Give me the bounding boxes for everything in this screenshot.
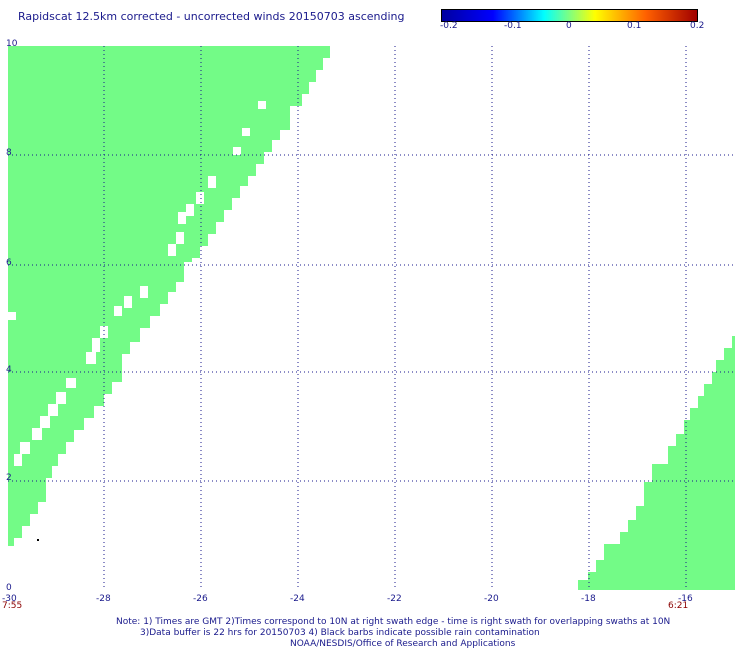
- footnote-line-3: NOAA/NESDIS/Office of Research and Appli…: [290, 639, 516, 649]
- pass-time-left: 7:55: [2, 601, 23, 611]
- x-tick-label: -26: [193, 594, 208, 604]
- y-tick-label: 0: [6, 583, 12, 593]
- right-swath: [578, 336, 735, 590]
- colorbar-tick-label: -0.2: [440, 21, 458, 31]
- chart-title: Rapidscat 12.5km corrected - uncorrected…: [18, 10, 405, 23]
- footnote-line-1: Note: 1) Times are GMT 2)Times correspon…: [116, 617, 671, 627]
- x-tick-label: -18: [581, 594, 596, 604]
- rain-barb-marker: [37, 539, 39, 541]
- y-tick-label: 8: [6, 148, 12, 158]
- x-tick-label: -28: [96, 594, 111, 604]
- x-tick-label: -22: [387, 594, 402, 604]
- y-tick-label: 10: [6, 39, 18, 49]
- colorbar-tick-label: 0.2: [690, 21, 705, 31]
- footnote-line-2: 3)Data buffer is 22 hrs for 20150703 4) …: [140, 628, 540, 638]
- x-tick-label: -24: [290, 594, 305, 604]
- x-tick-label: -30: [2, 594, 17, 604]
- colorbar-tick-label: -0.1: [504, 21, 522, 31]
- y-tick-label: 2: [6, 473, 12, 483]
- left-swath: [8, 46, 330, 546]
- x-tick-label: -20: [484, 594, 499, 604]
- grid-lines: [8, 46, 735, 590]
- y-tick-label: 4: [6, 365, 12, 375]
- y-tick-label: 6: [6, 258, 12, 268]
- colorbar-tick-label: 0: [566, 21, 572, 31]
- color-scale-bar: [441, 9, 698, 22]
- swath-gaps: [8, 101, 266, 466]
- pass-time-right: 6:21: [668, 601, 689, 611]
- x-tick-label: -16: [678, 594, 693, 604]
- colorbar-tick-label: 0.1: [627, 21, 642, 31]
